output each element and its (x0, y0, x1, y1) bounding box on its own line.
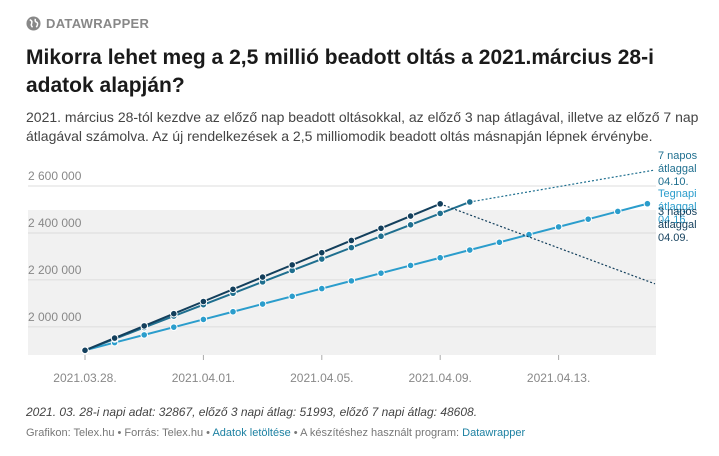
point (406, 212, 415, 220)
point (288, 292, 297, 301)
point (584, 215, 593, 223)
point (436, 209, 445, 218)
x-tick-label: 2021.04.01. (172, 371, 235, 385)
point (170, 309, 178, 318)
point (377, 232, 385, 241)
point (347, 236, 356, 245)
point (229, 285, 237, 294)
chart-subtitle: 2021. március 28-tól kezdve az előző nap… (26, 109, 699, 144)
point (495, 238, 504, 247)
point (318, 284, 326, 293)
point (436, 253, 445, 262)
y-tick-label: 2 600 000 (28, 169, 82, 183)
series-line (84, 202, 648, 352)
series-line (84, 201, 471, 352)
point (258, 273, 267, 281)
point (347, 243, 356, 252)
point (406, 261, 415, 270)
x-tick-label: 2021.04.13. (527, 371, 590, 385)
point (347, 277, 356, 285)
x-tick-label: 2021.04.05. (290, 371, 353, 385)
tool-text: • A készítéshez használt program: (293, 427, 460, 439)
point (288, 261, 297, 269)
series-label: Tegnapi átlaggal 04.16. (658, 187, 697, 226)
series-label: 7 napos átlaggal 04.10. (658, 149, 698, 188)
point (377, 269, 385, 277)
point (466, 246, 474, 254)
credit: Grafikon: Telex.hu • Forrás: Telex.hu • … (26, 427, 525, 439)
point (81, 346, 89, 355)
point (614, 207, 622, 216)
x-tick-label: 2021.04.09. (408, 371, 471, 385)
brand: DATAWRAPPER (26, 16, 149, 31)
point (525, 230, 533, 239)
point (140, 331, 148, 339)
point (258, 300, 267, 308)
point (406, 221, 415, 229)
point (318, 255, 326, 263)
y-tick-label: 2 000 000 (28, 310, 82, 324)
point (110, 334, 119, 342)
point (643, 199, 652, 208)
point (199, 297, 208, 306)
point (229, 307, 237, 316)
annotation-line (469, 169, 656, 203)
point (199, 315, 208, 324)
x-tick-label: 2021.03.28. (53, 371, 116, 385)
point (170, 323, 178, 331)
globe-icon (26, 16, 41, 31)
footer-note: 2021. 03. 28-i napi adat: 32867, előző 3… (26, 405, 478, 419)
series-label: 3 napos átlaggal 04.09. (658, 205, 698, 244)
point (140, 322, 148, 330)
chart: 2 000 000 2 200 000 2 400 000 2 600 000 2021… (28, 169, 656, 385)
y-tick-label: 2 400 000 (28, 216, 82, 230)
y-tick-label: 2 200 000 (28, 263, 82, 277)
tool-link[interactable]: Datawrapper (462, 427, 526, 439)
point (554, 223, 563, 231)
point (318, 248, 326, 257)
chart-title: Mikorra lehet meg a 2,5 millió beadott o… (26, 46, 654, 97)
credit-text: Grafikon: Telex.hu • Forrás: Telex.hu • (26, 427, 210, 439)
point (377, 224, 385, 233)
download-link[interactable]: Adatok letöltése (212, 427, 291, 439)
brand-name: DATAWRAPPER (46, 16, 150, 31)
